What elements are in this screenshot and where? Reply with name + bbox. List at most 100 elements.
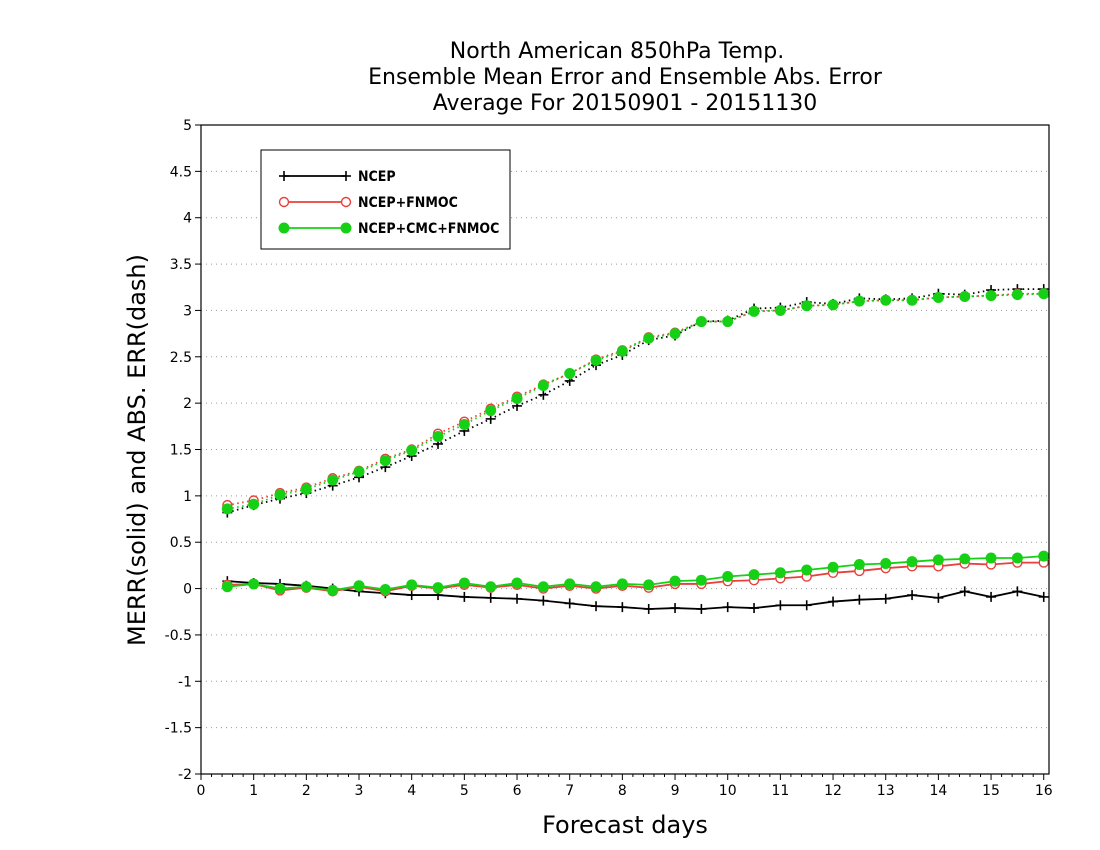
title-line-3: Average For 20150901 - 20151130: [433, 91, 818, 116]
merr-point: [696, 603, 707, 614]
y-tick-label: -2: [178, 767, 192, 783]
abs-err-point: [274, 489, 286, 501]
merr-point: [643, 579, 655, 591]
abs-err-point: [853, 295, 865, 307]
y-tick-label: 4.5: [170, 164, 192, 180]
y-tick-label: 3.5: [170, 257, 192, 273]
x-tick-label: 0: [197, 783, 206, 799]
merr-point: [406, 590, 417, 601]
merr-point: [1038, 550, 1050, 562]
y-tick-label: 1.5: [170, 443, 192, 459]
merr-point: [643, 603, 654, 614]
y-axis-ticks: -2 -1.5 -1 -0.5 0 0.5 1 1.5 2 2.5 3 3.5 4 4.5 5: [165, 118, 201, 783]
merr-point: [801, 600, 812, 611]
merr-line-ncep: [227, 580, 1044, 610]
legend-marker: [278, 222, 290, 234]
title-line-2: Ensemble Mean Error and Ensemble Abs. Er…: [368, 65, 883, 90]
merr-point: [722, 571, 734, 583]
grid: [201, 170, 1049, 729]
x-axis-ticks: 0 1 2 3 4 5 6 7 8 9 10 11 12 13 14 15 16: [197, 774, 1053, 799]
abs-err-point: [511, 393, 523, 405]
x-tick-label: 6: [513, 783, 522, 799]
merr-point: [854, 594, 865, 605]
merr-point: [564, 578, 576, 590]
x-tick-label: 10: [719, 783, 737, 799]
merr-point: [670, 603, 681, 614]
y-tick-label: 0: [183, 582, 192, 598]
merr-point: [511, 577, 523, 589]
legend-item-ncep-fnmoc: NCEP+FNMOC: [278, 195, 458, 211]
abs-err-point: [827, 299, 839, 311]
abs-err-point: [932, 291, 944, 303]
legend-box: [260, 149, 511, 250]
merr-point: [959, 586, 970, 597]
y-tick-label: 0.5: [170, 535, 192, 551]
legend-marker: [340, 196, 352, 208]
x-tick-label: 4: [407, 783, 416, 799]
merr-point: [932, 554, 944, 566]
merr-point: [959, 553, 971, 565]
legend-label: NCEP+CMC+FNMOC: [358, 221, 499, 237]
merr-point: [748, 569, 760, 581]
abs-err-point: [300, 483, 312, 495]
legend-label: NCEP: [358, 169, 396, 185]
merr-point: [406, 579, 418, 591]
y-tick-label: -1: [178, 674, 192, 690]
merr-point: [274, 583, 286, 595]
x-tick-label: 13: [877, 783, 895, 799]
abs-err-point: [669, 328, 681, 340]
abs-err-point: [221, 503, 233, 515]
merr-point: [827, 561, 839, 573]
x-tick-label: 15: [982, 783, 1000, 799]
series-ncep-fnmoc: [222, 288, 1049, 597]
abs-err-point: [564, 367, 576, 379]
merr-point: [907, 590, 918, 601]
merr-point: [828, 596, 839, 607]
abs-err-point: [537, 380, 549, 392]
abs-err-line-ncep: [227, 288, 1044, 514]
legend-marker: [278, 196, 290, 208]
merr-point: [933, 592, 944, 603]
legend-marker: [279, 171, 289, 181]
merr-point: [379, 583, 391, 595]
y-tick-label: 3: [183, 303, 192, 319]
merr-point: [880, 558, 892, 570]
merr-point: [300, 581, 312, 593]
merr-point: [538, 595, 549, 606]
legend: NCEP NCEP+FNMOC NCEP+CMC+FNMOC: [260, 149, 511, 250]
legend-item-ncep: NCEP: [279, 169, 396, 185]
merr-point: [432, 582, 444, 594]
merr-point: [353, 580, 365, 592]
abs-err-point: [695, 316, 707, 328]
abs-err-point: [959, 291, 971, 303]
abs-err-line-ncep-fnmoc: [227, 292, 1044, 507]
merr-point: [616, 578, 628, 590]
merr-point: [749, 603, 760, 614]
abs-err-point: [774, 304, 786, 316]
merr-point: [986, 591, 997, 602]
merr-line-ncep-cmc-fnmoc: [227, 555, 1044, 592]
abs-err-point: [906, 294, 918, 306]
x-tick-label: 8: [618, 783, 627, 799]
abs-err-point: [1038, 288, 1050, 300]
x-tick-label: 12: [824, 783, 842, 799]
abs-err-point: [327, 474, 339, 486]
series-ncep-cmc-fnmoc: [221, 288, 1050, 596]
merr-point: [512, 593, 523, 604]
legend-marker: [341, 171, 351, 181]
y-tick-label: -0.5: [165, 628, 192, 644]
y-tick-label: 2.5: [170, 350, 192, 366]
abs-err-point: [485, 405, 497, 417]
x-tick-label: 9: [671, 783, 680, 799]
merr-point: [564, 598, 575, 609]
x-tick-label: 14: [929, 783, 947, 799]
y-tick-label: 5: [183, 118, 192, 134]
legend-marker: [340, 222, 352, 234]
abs-err-point: [643, 332, 655, 344]
merr-point: [985, 552, 997, 564]
merr-point: [485, 581, 497, 593]
x-tick-label: 5: [460, 783, 469, 799]
merr-point: [1012, 586, 1023, 597]
y-tick-label: 2: [183, 396, 192, 412]
